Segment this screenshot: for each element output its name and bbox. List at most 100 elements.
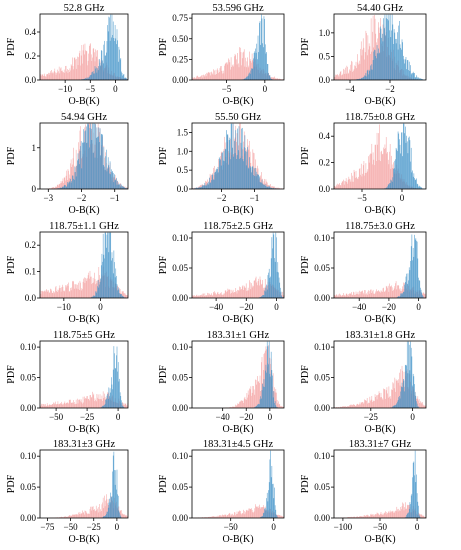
- histogram-bar: [72, 158, 74, 189]
- histogram-bar: [102, 516, 104, 518]
- histogram-bar: [109, 173, 110, 189]
- histogram-bar: [400, 369, 402, 408]
- histogram-bar: [419, 78, 421, 80]
- histogram-bar: [379, 515, 380, 518]
- histogram-bar: [396, 149, 398, 189]
- histogram-bar: [206, 295, 208, 298]
- histogram-bar: [384, 291, 386, 298]
- histogram-bar: [42, 74, 44, 80]
- histogram-bar: [98, 267, 100, 298]
- histogram-bar: [359, 63, 361, 80]
- histogram-bar: [212, 516, 214, 518]
- histogram-bar: [87, 60, 89, 80]
- histogram-bar: [358, 290, 360, 298]
- histogram-bar: [80, 290, 82, 298]
- histogram-bar: [122, 291, 124, 298]
- histogram-bar: [214, 516, 215, 518]
- histogram-bar: [420, 78, 422, 80]
- histogram-bar: [252, 385, 254, 408]
- x-axis-label: O-B(K): [222, 205, 253, 216]
- histogram-bar: [397, 296, 399, 298]
- histogram-bar: [257, 506, 259, 518]
- histogram-bar: [199, 76, 200, 80]
- histogram-bar: [406, 514, 407, 518]
- histogram-bar: [403, 291, 405, 298]
- histogram-bar: [335, 407, 337, 408]
- histogram-bar: [355, 517, 357, 518]
- histogram-bar: [195, 296, 196, 298]
- histogram-bar: [47, 74, 49, 80]
- histogram-bar: [109, 388, 111, 408]
- histogram-bar: [254, 51, 256, 80]
- histogram-bar: [268, 73, 269, 80]
- histogram-bar: [46, 291, 48, 298]
- histogram-bar: [62, 286, 64, 298]
- histogram-bar: [353, 404, 355, 408]
- histogram-bar: [257, 174, 258, 189]
- histogram-bar: [232, 291, 233, 298]
- histogram-bar: [363, 76, 365, 80]
- histogram-bar: [389, 286, 391, 298]
- background-histogram: [222, 345, 284, 408]
- histogram-bar: [418, 399, 420, 408]
- histogram-bar: [372, 60, 374, 80]
- histogram-bar: [109, 17, 110, 81]
- x-tick-label: −5: [357, 193, 367, 203]
- histogram-bar: [97, 50, 98, 80]
- histogram-bar: [90, 395, 91, 408]
- histogram-bar: [109, 40, 111, 80]
- histogram-bar: [215, 170, 217, 189]
- histogram-bar: [113, 346, 115, 408]
- histogram-bar: [404, 63, 405, 80]
- histogram-bar: [391, 287, 393, 298]
- histogram-bar: [47, 290, 49, 298]
- histogram-bar: [387, 512, 389, 518]
- histogram-bar: [86, 396, 88, 408]
- histogram-bar: [337, 296, 338, 298]
- histogram-bar: [55, 404, 57, 408]
- histogram-bar: [105, 156, 106, 189]
- histogram-bar: [393, 29, 395, 80]
- histogram-bar: [78, 282, 79, 298]
- histogram-bar: [116, 469, 118, 518]
- histogram-bar: [243, 289, 244, 298]
- histogram-bar: [385, 290, 386, 298]
- histogram-bar: [122, 185, 123, 189]
- histogram-bar: [279, 515, 281, 518]
- histogram-bar: [229, 137, 231, 189]
- x-tick-label: 0: [271, 522, 276, 532]
- histogram-bar: [366, 33, 367, 80]
- histogram-bar: [85, 78, 86, 80]
- histogram-bar: [63, 186, 64, 189]
- histogram-bar: [218, 294, 220, 298]
- histogram-bar: [411, 73, 413, 80]
- histogram-bar: [279, 282, 281, 298]
- histogram-bar: [262, 295, 263, 298]
- histogram-bar: [358, 78, 360, 80]
- histogram-bar: [114, 180, 116, 189]
- histogram-bar: [376, 161, 377, 189]
- histogram-bar: [50, 404, 51, 408]
- y-tick-label: 0.0: [177, 184, 189, 194]
- subplot-11: 183.31±1 GHz−40 −20 00.000.050.10O-B(K)PDF: [158, 330, 285, 435]
- histogram-bar: [270, 79, 272, 80]
- histogram-bar: [397, 49, 399, 80]
- histogram-bar: [272, 186, 274, 189]
- histogram-bar: [68, 515, 69, 518]
- histogram-bar: [109, 232, 111, 298]
- histogram-bar: [231, 407, 233, 408]
- y-tick-label: 0.5: [319, 51, 331, 61]
- histogram-bar: [56, 292, 58, 298]
- histogram-bar: [73, 179, 75, 189]
- histogram-bar: [385, 148, 386, 189]
- histogram-bar: [412, 373, 414, 408]
- histogram-bar: [60, 187, 61, 189]
- histogram-bar: [82, 142, 84, 189]
- histogram-bar: [415, 238, 417, 298]
- histogram-bar: [360, 163, 362, 189]
- histogram-bar: [348, 72, 350, 80]
- histogram-bar: [386, 153, 388, 189]
- histogram-bar: [216, 68, 218, 80]
- histogram-bar: [413, 376, 415, 408]
- histogram-bar: [417, 258, 419, 298]
